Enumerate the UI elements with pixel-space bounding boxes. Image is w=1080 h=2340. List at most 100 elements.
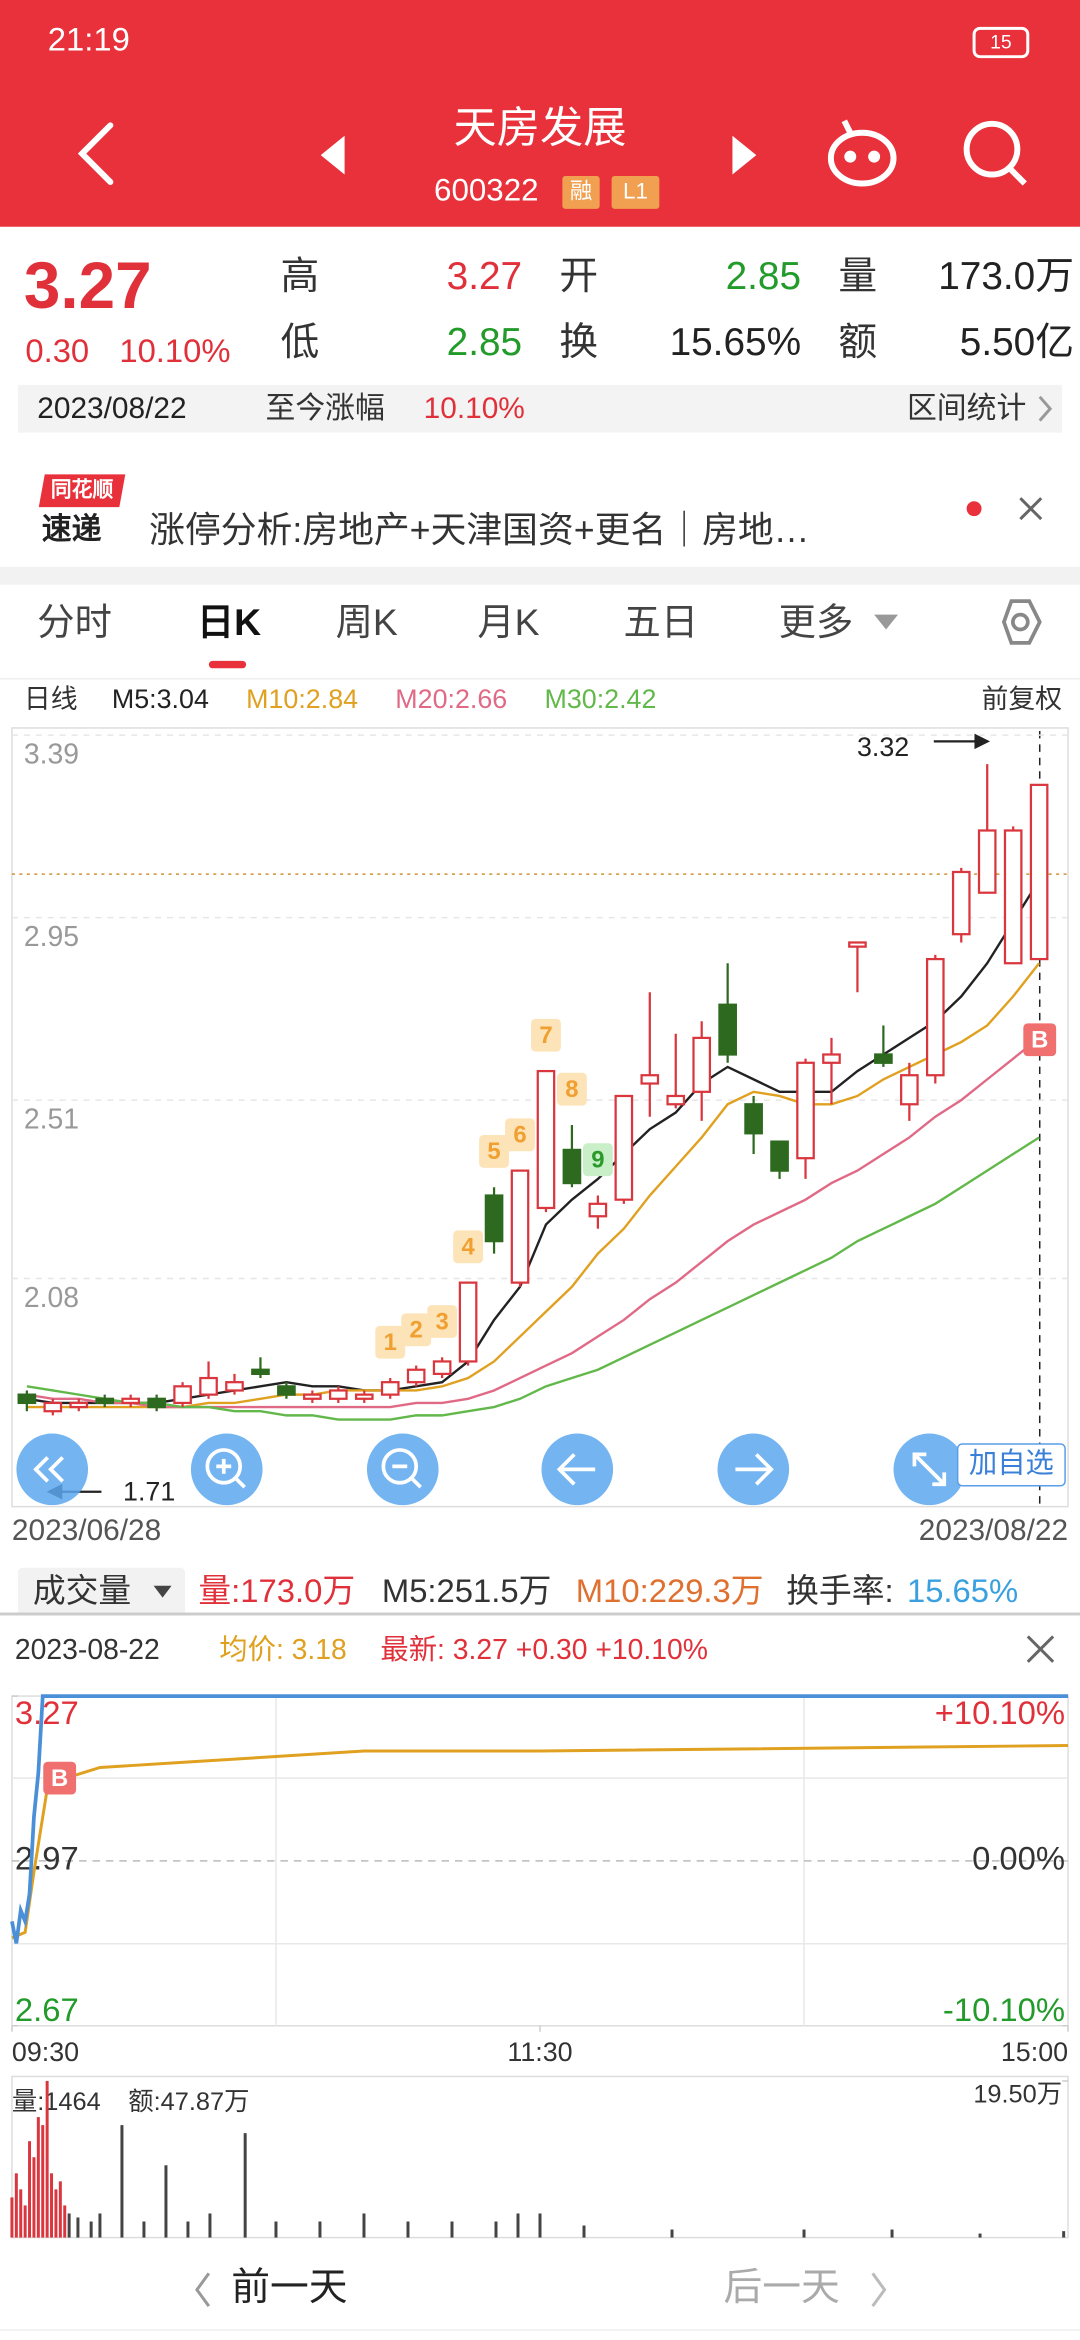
intraday-date: 2023-08-22 — [15, 1634, 160, 1666]
candle-body — [977, 829, 997, 894]
td-tag — [505, 1118, 535, 1152]
settings-icon[interactable] — [1001, 599, 1042, 645]
search-icon[interactable] — [963, 120, 1027, 186]
volume-bar — [19, 2189, 23, 2238]
candle-body — [770, 1140, 789, 1172]
turnover-label: 换手率: — [786, 1572, 894, 1609]
selector[interactable]: 成交量 — [33, 1572, 131, 1609]
field-value: 15.65% — [670, 321, 801, 364]
battery — [972, 26, 1030, 59]
add-watch[interactable]: 加自选 — [969, 1447, 1054, 1479]
volume-bar — [76, 2217, 80, 2238]
candle-body — [1029, 783, 1049, 961]
latest-label: 最新: 3.27 +0.30 +10.10% — [380, 1634, 708, 1666]
robot-icon[interactable] — [827, 119, 897, 187]
selector-arrow — [153, 1585, 172, 1598]
field-label: 高 — [280, 255, 319, 298]
news-dot — [966, 501, 982, 517]
badge — [611, 176, 660, 209]
prev-day[interactable]: 前一天 — [231, 2266, 347, 2309]
ma-legend: M5:3.04 — [112, 684, 209, 714]
volume-bar — [89, 2221, 93, 2238]
candle-body — [536, 1069, 556, 1210]
volume-bar — [23, 2205, 27, 2238]
candle-body — [692, 1036, 712, 1093]
field-label: 换 — [559, 321, 598, 364]
volume-bar — [63, 2205, 67, 2238]
candle-body — [380, 1381, 400, 1396]
y-tick-label: 2.51 — [24, 1103, 79, 1135]
candle-body — [718, 1003, 737, 1056]
news-text[interactable]: 涨停分析:房地产+天津国资+更名｜房地… — [149, 510, 809, 550]
td-tag — [401, 1313, 432, 1347]
x-tick-label: 15:00 — [1001, 2037, 1068, 2067]
td-tag — [531, 1018, 561, 1052]
y-tick-label: 3.27 — [15, 1694, 79, 1731]
next-stock[interactable] — [732, 135, 757, 175]
add-watch-button[interactable] — [956, 1443, 1066, 1487]
candle-body — [173, 1385, 192, 1405]
y-tick-label: 2.08 — [24, 1282, 79, 1314]
range-stats[interactable]: 区间统计 — [907, 392, 1026, 425]
tab[interactable]: 分时 — [37, 601, 112, 643]
field-label: 开 — [559, 255, 598, 298]
volume-bar — [32, 2157, 36, 2238]
tab[interactable]: 周K — [336, 601, 398, 643]
news-logo — [38, 474, 126, 508]
back-button[interactable] — [77, 122, 114, 185]
candle-body — [121, 1397, 140, 1405]
volume-bar — [890, 2229, 894, 2238]
volume-bar — [98, 2213, 102, 2238]
volume-bar — [670, 2229, 674, 2238]
tab[interactable]: 更多 — [779, 601, 854, 643]
adjust[interactable]: 前复权 — [982, 684, 1063, 714]
volume-label: 量:1464 — [12, 2088, 101, 2116]
candle-body — [484, 1194, 504, 1243]
td-label: 5 — [487, 1138, 500, 1165]
volume-bar — [538, 2213, 542, 2238]
td-tag — [479, 1135, 509, 1168]
ma-line — [26, 879, 1041, 1405]
tab-underline — [208, 660, 247, 669]
td-label: 9 — [591, 1147, 604, 1174]
volume-bar — [41, 2125, 45, 2238]
candle-body — [562, 1148, 582, 1185]
tab[interactable]: 月K — [477, 601, 539, 643]
ma-line — [26, 1136, 1040, 1421]
candle-body — [277, 1385, 296, 1396]
y2-tick-label: 0.00% — [972, 1840, 1065, 1877]
volume-bar — [67, 2213, 71, 2238]
tab[interactable]: 五日 — [624, 601, 699, 643]
candle-body — [406, 1368, 426, 1384]
candle-body — [925, 957, 945, 1077]
news-close[interactable] — [1019, 497, 1043, 521]
volume-bar — [978, 2233, 982, 2238]
candle-body — [666, 1094, 686, 1106]
candle-body — [251, 1368, 270, 1376]
next-chevron — [871, 2272, 887, 2308]
next-day[interactable]: 后一天 — [723, 2266, 839, 2309]
field-value: 3.27 — [447, 255, 522, 298]
y-tick-label: 2.95 — [24, 921, 79, 953]
volume-bar — [1062, 2231, 1066, 2238]
candle-body — [874, 1053, 893, 1064]
candle-body — [822, 1053, 841, 1064]
y2-tick-label: -10.10% — [943, 1991, 1065, 2028]
change: 0.30 — [25, 332, 89, 369]
start-date: 2023/06/28 — [12, 1514, 161, 1547]
td-label: 4 — [461, 1234, 475, 1261]
tab[interactable]: 日K — [197, 601, 261, 643]
zoom-in-button[interactable] — [190, 1433, 263, 1506]
volume-selector[interactable] — [17, 1567, 185, 1619]
panel-close[interactable] — [1026, 1635, 1055, 1663]
volume-bar — [14, 2173, 18, 2238]
volume-bar — [58, 2181, 62, 2238]
volume-bar — [274, 2221, 278, 2238]
volume-bar — [54, 2189, 58, 2238]
candle-body — [588, 1202, 608, 1218]
candle-body — [1003, 829, 1023, 965]
stock-code: 600322 — [434, 173, 539, 208]
zoom-out-button[interactable] — [366, 1433, 439, 1506]
prev-stock[interactable] — [320, 135, 345, 175]
